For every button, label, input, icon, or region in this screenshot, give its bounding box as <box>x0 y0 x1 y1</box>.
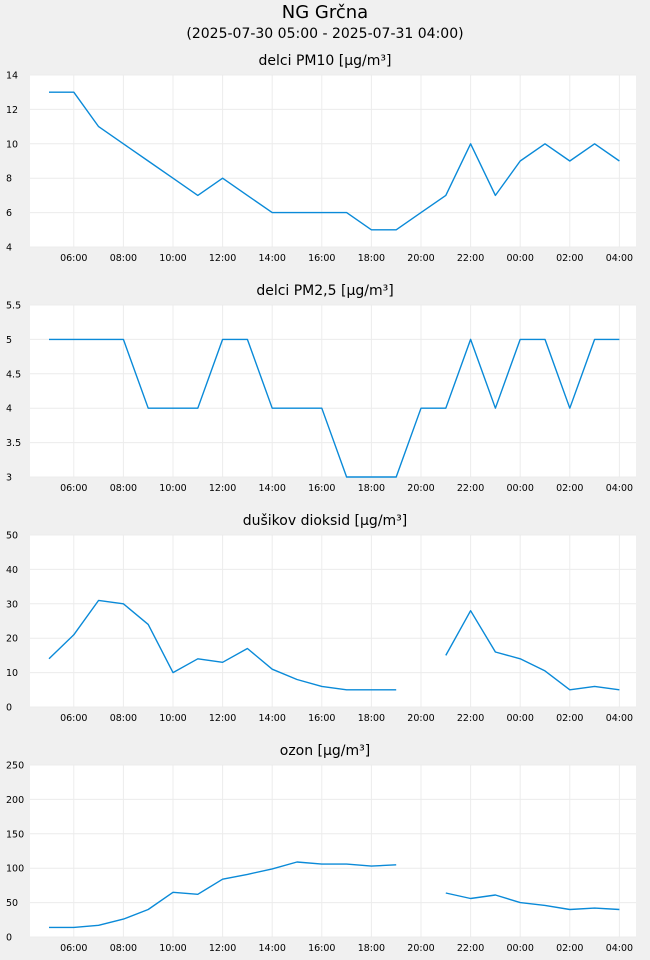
x-tick-label: 00:00 <box>507 943 534 954</box>
y-tick-label: 6 <box>6 208 12 219</box>
x-tick-label: 08:00 <box>110 713 137 724</box>
x-tick-label: 02:00 <box>556 483 583 494</box>
series-line <box>48 599 620 691</box>
x-tick-label: 18:00 <box>358 943 385 954</box>
x-tick-label: 14:00 <box>259 253 286 264</box>
x-tick-label: 02:00 <box>556 943 583 954</box>
x-tick-label: 10:00 <box>159 253 186 264</box>
y-tick-label: 20 <box>6 634 18 645</box>
y-tick-label: 250 <box>6 761 24 772</box>
chart-title: ozon [µg/m³] <box>280 743 371 759</box>
x-tick-label: 16:00 <box>308 253 335 264</box>
x-tick-label: 16:00 <box>308 483 335 494</box>
x-tick-label: 08:00 <box>110 943 137 954</box>
chart-1: delci PM10 [µg/m³] 4 6 8 10 12 14 06:00 08:00 10:… <box>6 53 636 264</box>
x-tick-label: 06:00 <box>60 253 87 264</box>
y-tick-label: 10 <box>6 668 18 679</box>
x-tick-label: 04:00 <box>606 253 633 264</box>
x-tick-label: 04:00 <box>606 713 633 724</box>
y-tick-label: 4 <box>6 243 12 254</box>
x-tick-label: 20:00 <box>407 253 434 264</box>
x-tick-label: 14:00 <box>259 483 286 494</box>
y-tick-label: 50 <box>6 531 18 542</box>
x-tick-label: 02:00 <box>556 713 583 724</box>
y-tick-label: 4.5 <box>6 369 21 380</box>
x-tick-label: 08:00 <box>110 253 137 264</box>
x-tick-label: 22:00 <box>457 713 484 724</box>
x-tick-label: 22:00 <box>457 483 484 494</box>
x-tick-label: 12:00 <box>209 713 236 724</box>
y-tick-label: 0 <box>6 703 12 714</box>
x-tick-label: 08:00 <box>110 483 137 494</box>
x-tick-label: 02:00 <box>556 253 583 264</box>
chart-title: dušikov dioksid [µg/m³] <box>243 513 408 529</box>
x-tick-label: 10:00 <box>159 943 186 954</box>
x-tick-label: 16:00 <box>308 943 335 954</box>
x-tick-label: 12:00 <box>209 483 236 494</box>
x-tick-label: 10:00 <box>159 483 186 494</box>
x-tick-label: 20:00 <box>407 943 434 954</box>
x-tick-label: 04:00 <box>606 943 633 954</box>
plot-area <box>30 765 636 937</box>
y-tick-label: 0 <box>6 933 12 944</box>
series-line <box>49 338 620 478</box>
x-tick-label: 18:00 <box>358 713 385 724</box>
y-tick-label: 150 <box>6 829 24 840</box>
time-range-subtitle: (2025-07-30 05:00 - 2025-07-31 04:00) <box>186 26 464 42</box>
x-tick-label: 14:00 <box>259 943 286 954</box>
y-tick-label: 50 <box>6 898 18 909</box>
y-tick-label: 200 <box>6 795 24 806</box>
station-title: NG Grčna <box>281 2 369 23</box>
x-tick-label: 00:00 <box>507 253 534 264</box>
x-tick-label: 10:00 <box>159 713 186 724</box>
y-tick-label: 4 <box>6 404 12 415</box>
x-tick-label: 20:00 <box>407 713 434 724</box>
y-tick-label: 5.5 <box>6 301 21 312</box>
y-tick-label: 10 <box>6 139 18 150</box>
y-tick-label: 8 <box>6 174 12 185</box>
x-tick-label: 22:00 <box>457 943 484 954</box>
y-tick-label: 12 <box>6 105 18 116</box>
x-tick-label: 18:00 <box>358 483 385 494</box>
x-tick-label: 06:00 <box>60 943 87 954</box>
y-tick-label: 14 <box>6 71 18 82</box>
x-tick-label: 12:00 <box>209 253 236 264</box>
series-line <box>49 861 620 929</box>
chart-2: delci PM2,5 [µg/m³] 3 3.5 4 4.5 5 5.5 06:00 08:0… <box>6 283 636 494</box>
x-tick-label: 20:00 <box>407 483 434 494</box>
chart-3: dušikov dioksid [µg/m³] 0 10 20 30 40 50 06:00 0… <box>6 513 636 724</box>
chart-title: delci PM2,5 [µg/m³] <box>256 283 393 299</box>
x-tick-label: 16:00 <box>308 713 335 724</box>
y-tick-label: 100 <box>6 864 24 875</box>
x-tick-label: 22:00 <box>457 253 484 264</box>
plot-area <box>30 305 636 477</box>
x-tick-label: 14:00 <box>259 713 286 724</box>
y-tick-label: 40 <box>6 565 18 576</box>
y-tick-label: 5 <box>6 335 12 346</box>
x-tick-label: 18:00 <box>358 253 385 264</box>
chart-title: delci PM10 [µg/m³] <box>259 53 392 69</box>
x-tick-label: 00:00 <box>507 713 534 724</box>
plot-area <box>30 535 636 707</box>
chart-4: ozon [µg/m³] 0 50 100 150 200 250 06:00 08:00 10:… <box>6 743 636 954</box>
plot-area <box>30 75 636 247</box>
y-tick-label: 3.5 <box>6 438 21 449</box>
x-tick-label: 06:00 <box>60 483 87 494</box>
x-tick-label: 04:00 <box>606 483 633 494</box>
x-tick-label: 06:00 <box>60 713 87 724</box>
y-tick-label: 3 <box>6 473 12 484</box>
y-tick-label: 30 <box>6 599 18 610</box>
x-tick-label: 12:00 <box>209 943 236 954</box>
series-line <box>49 91 620 231</box>
x-tick-label: 00:00 <box>507 483 534 494</box>
